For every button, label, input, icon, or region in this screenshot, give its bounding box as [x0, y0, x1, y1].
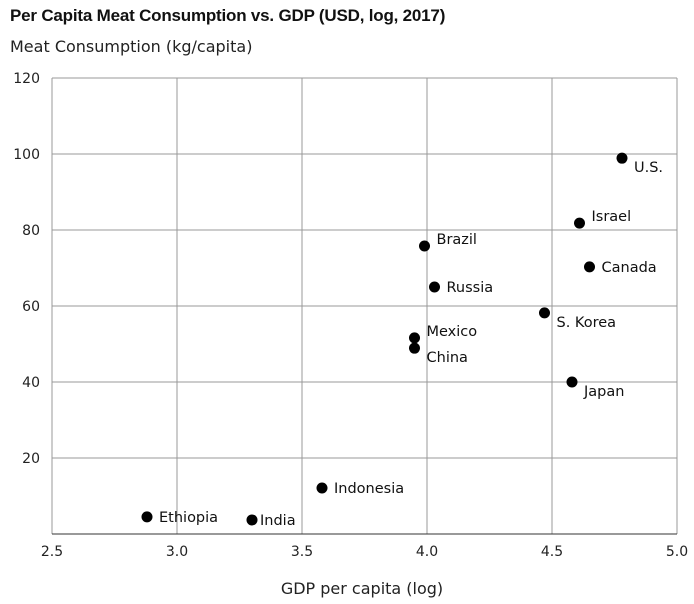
x-tick-label: 3.5: [291, 544, 313, 560]
data-label: Israel: [592, 209, 632, 225]
x-axis-label: GDP per capita (log): [281, 579, 443, 598]
data-point: [429, 281, 440, 293]
y-tick-label: 80: [22, 223, 40, 239]
data-label: U.S.: [634, 160, 663, 176]
data-label: Russia: [447, 280, 494, 296]
data-point: [584, 261, 595, 273]
x-tick-label: 5.0: [666, 544, 688, 560]
data-point: [316, 482, 328, 494]
data-label: Brazil: [437, 232, 477, 248]
data-point: [574, 217, 585, 229]
data-label: Japan: [583, 384, 624, 400]
data-label: China: [427, 350, 468, 366]
y-tick-label: 60: [22, 299, 40, 315]
data-point: [141, 511, 153, 523]
x-tick-label: 2.5: [41, 544, 63, 560]
data-point: [409, 342, 420, 354]
data-point: [616, 152, 628, 164]
y-tick-label: 120: [13, 71, 40, 87]
x-tick-label: 4.5: [541, 544, 563, 560]
data-label: S. Korea: [557, 315, 617, 331]
data-label: Canada: [602, 260, 657, 276]
data-point: [419, 240, 430, 252]
data-point: [409, 332, 420, 344]
data-point: [246, 514, 258, 526]
chart-title: Per Capita Meat Consumption vs. GDP (USD…: [10, 6, 446, 25]
x-tick-label: 4.0: [416, 544, 438, 560]
y-tick-label: 100: [13, 147, 40, 163]
data-label: Indonesia: [334, 481, 404, 497]
data-point: [539, 307, 550, 319]
x-tick-label: 3.0: [166, 544, 188, 560]
y-tick-label: 20: [22, 451, 40, 467]
data-label: Ethiopia: [159, 510, 218, 526]
data-label: Mexico: [427, 324, 478, 340]
y-axis-label: Meat Consumption (kg/capita): [10, 37, 253, 56]
y-tick-label: 40: [22, 375, 40, 391]
data-label: India: [260, 513, 296, 529]
data-point: [566, 376, 578, 388]
